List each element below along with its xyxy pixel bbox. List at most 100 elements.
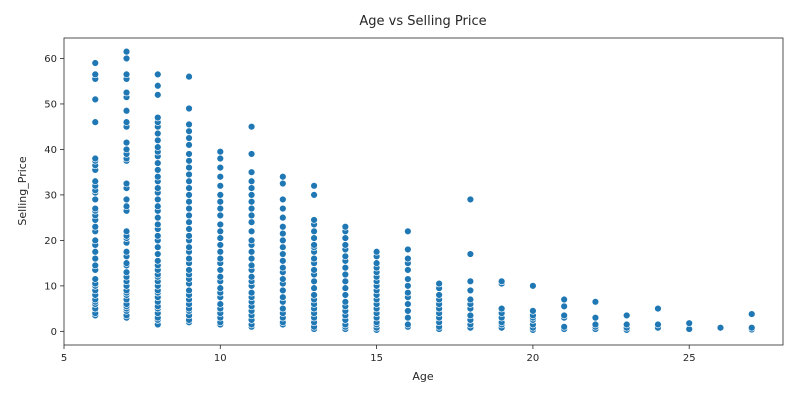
data-point	[748, 310, 756, 318]
data-point	[466, 311, 475, 320]
data-point	[91, 59, 99, 67]
data-point	[185, 141, 193, 149]
data-point	[122, 47, 131, 56]
data-point	[185, 211, 193, 220]
data-point	[154, 166, 162, 174]
data-point	[91, 275, 99, 283]
data-point	[247, 122, 256, 131]
data-point	[122, 138, 131, 147]
data-point	[185, 204, 193, 213]
data-point	[560, 302, 568, 311]
data-point	[216, 266, 225, 274]
data-point	[185, 232, 193, 240]
data-point	[185, 120, 193, 129]
data-point	[122, 248, 131, 256]
data-point	[591, 320, 600, 329]
data-point	[310, 266, 318, 274]
y-tick-label: 40	[44, 145, 57, 156]
data-point	[247, 227, 256, 236]
data-point	[91, 118, 99, 126]
data-point	[185, 72, 193, 81]
data-point	[404, 314, 412, 322]
y-tick-label: 0	[51, 327, 57, 338]
data-point	[560, 323, 568, 331]
data-point	[91, 223, 99, 231]
data-point	[341, 277, 350, 286]
data-point	[279, 304, 287, 313]
data-point	[216, 284, 225, 292]
data-point	[247, 218, 256, 226]
data-point	[185, 150, 193, 158]
data-point	[529, 307, 537, 315]
data-point	[279, 223, 287, 231]
y-tick-label: 60	[44, 54, 57, 65]
data-point	[185, 184, 193, 192]
data-point	[122, 88, 131, 97]
data-point	[122, 70, 131, 79]
data-point	[216, 191, 225, 199]
data-point	[154, 113, 162, 122]
data-point	[91, 154, 99, 163]
plot-frame	[63, 37, 784, 346]
data-point	[341, 252, 350, 261]
data-point	[247, 191, 256, 199]
data-point	[154, 250, 162, 258]
data-point	[279, 236, 287, 245]
data-point	[216, 241, 225, 249]
data-point	[310, 227, 318, 236]
data-point	[216, 148, 225, 156]
data-point	[247, 236, 256, 245]
data-point	[404, 227, 412, 236]
data-point	[91, 261, 99, 270]
data-point	[216, 273, 225, 281]
data-point	[185, 163, 193, 172]
data-point	[154, 213, 162, 222]
y-tick-label: 30	[44, 190, 57, 201]
data-point	[122, 145, 131, 154]
data-point	[685, 319, 693, 327]
data-point	[466, 286, 475, 295]
data-point	[122, 259, 131, 267]
data-point	[341, 291, 350, 299]
data-point	[654, 320, 662, 329]
data-point	[279, 195, 287, 204]
data-point	[122, 227, 131, 236]
data-point	[185, 177, 193, 185]
data-point	[154, 143, 162, 151]
data-point	[185, 127, 193, 135]
data-point	[279, 204, 287, 213]
data-point	[216, 234, 225, 242]
data-point	[497, 277, 506, 286]
data-point	[122, 118, 131, 126]
data-point	[404, 307, 412, 315]
x-axis-ticks: 5 10 15 20 25	[61, 345, 696, 364]
data-point	[560, 311, 568, 320]
data-point	[247, 150, 256, 158]
data-point	[185, 104, 193, 113]
data-point	[185, 170, 193, 179]
data-point	[216, 227, 225, 236]
data-point	[404, 282, 412, 290]
x-tick-label: 20	[527, 353, 540, 364]
data-point	[341, 263, 350, 272]
data-point	[435, 291, 443, 299]
data-point	[185, 254, 193, 263]
data-point	[404, 320, 412, 329]
data-point	[154, 195, 162, 204]
data-point	[247, 211, 256, 220]
data-point	[216, 173, 225, 181]
data-point	[279, 250, 287, 258]
data-point	[560, 295, 568, 304]
x-tick-label: 15	[370, 353, 383, 364]
data-point	[341, 241, 350, 249]
data-point	[154, 129, 162, 138]
data-point	[91, 195, 99, 204]
data-point	[185, 243, 193, 251]
data-point	[247, 254, 256, 263]
data-point	[91, 177, 99, 185]
data-point	[279, 213, 287, 222]
data-point	[216, 182, 225, 190]
data-point	[247, 248, 256, 256]
data-point	[154, 202, 162, 210]
data-point	[154, 136, 162, 145]
